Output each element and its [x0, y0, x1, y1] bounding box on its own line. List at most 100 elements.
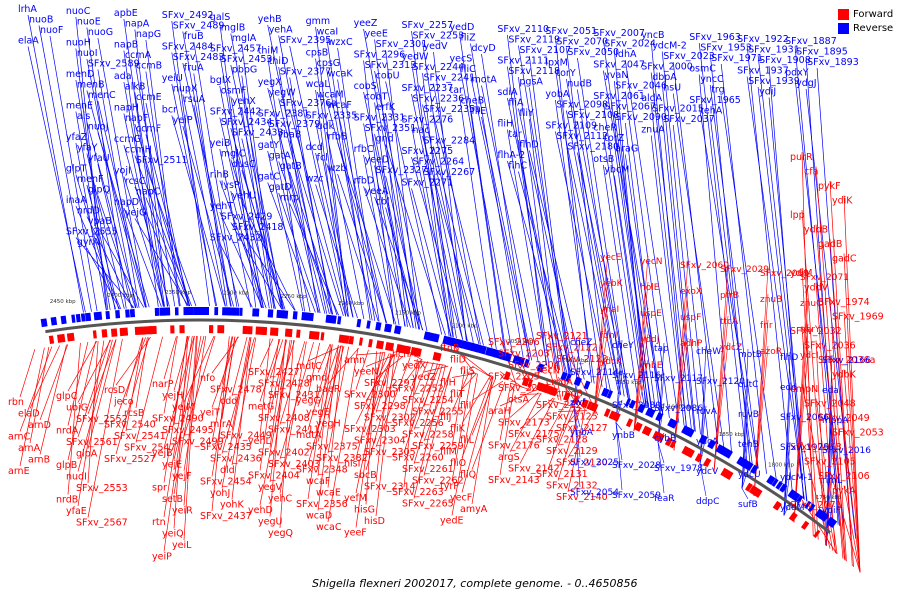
reverse-gene-label: yncC [700, 74, 724, 85]
reverse-gene-label: tar [450, 85, 464, 96]
reverse-gene-label: cpsG [317, 58, 341, 69]
reverse-feature-line [825, 474, 833, 546]
reverse-gene-block [84, 312, 92, 322]
reverse-gene-block [698, 434, 708, 445]
reverse-feature-line [145, 165, 197, 307]
forward-gene-label: cdd [220, 396, 237, 407]
forward-gene-label: yecN [536, 366, 560, 377]
reverse-gene-block [305, 312, 314, 322]
reverse-feature-line [422, 72, 454, 338]
reverse-gene-label: SFxv_2090 [615, 112, 667, 123]
forward-gene-block [586, 401, 593, 410]
reverse-feature-line [661, 114, 695, 432]
forward-feature-line [519, 393, 542, 395]
reverse-feature-line [289, 140, 344, 317]
reverse-feature-line [709, 84, 759, 469]
reverse-feature-line [86, 184, 119, 310]
reverse-feature-line [709, 53, 751, 464]
reverse-gene-label: SFxv_1895 [796, 47, 848, 58]
reverse-gene-block [720, 446, 730, 457]
kbp-tick-label: 1800 kbp [768, 462, 794, 468]
forward-gene-label: SFxv_2261 [402, 464, 454, 475]
reverse-gene-label: lysP [221, 180, 240, 191]
forward-feature-line [355, 349, 369, 390]
forward-gene-label: metG [248, 402, 274, 413]
reverse-gene-block [203, 306, 210, 316]
forward-feature-line [163, 336, 177, 380]
reverse-feature-line [577, 57, 629, 399]
forward-gene-block [720, 467, 728, 477]
reverse-feature-line [97, 100, 147, 308]
forward-feature-line [259, 338, 271, 437]
reverse-gene-label: galS [210, 12, 231, 23]
reverse-gene-block [125, 309, 130, 318]
reverse-gene-label: SFxv_2061 [593, 91, 645, 102]
forward-feature-line [259, 338, 274, 368]
forward-feature-line [375, 353, 391, 482]
forward-gene-label: SFxv_2404 [248, 471, 300, 482]
forward-gene-label: yddB [804, 225, 828, 236]
forward-gene-block [722, 469, 734, 480]
reverse-gene-label: flhD [519, 140, 538, 151]
forward-gene-label: wcaF [306, 476, 330, 487]
reverse-feature-line [363, 123, 400, 326]
forward-gene-label: SFxv_2297 [364, 378, 416, 389]
reverse-gene-block [159, 307, 165, 316]
reverse-feature-line [741, 408, 749, 489]
forward-gene-label: wcaC [316, 522, 342, 533]
kbp-tick-label: 2200 kbp [338, 301, 364, 307]
reverse-gene-label: ydcM-2 [652, 41, 687, 52]
forward-gene-label: fliD [450, 355, 466, 366]
forward-feature-line [269, 339, 287, 448]
forward-gene-block [315, 331, 320, 340]
forward-gene-label: gmd [306, 373, 327, 384]
forward-feature-line [793, 297, 809, 523]
reverse-gene-block [565, 373, 572, 383]
reverse-gene-label: mglC [221, 149, 246, 160]
forward-feature-line [19, 347, 45, 467]
forward-gene-label: SFxv_2127 [556, 423, 608, 434]
forward-gene-label: yejE [162, 460, 182, 471]
reverse-feature-line [289, 171, 338, 316]
reverse-feature-line [374, 102, 406, 327]
reverse-gene-label: yojI [114, 166, 131, 177]
forward-gene-label: yedE [440, 516, 464, 527]
forward-gene-label: glpB [56, 460, 77, 471]
reverse-gene-label: SFxv_2433 [232, 128, 284, 139]
forward-gene-block [694, 453, 703, 463]
forward-feature-line [163, 335, 193, 518]
forward-gene-label: SFxv_2122 [546, 343, 598, 354]
forward-gene-label: wcaD [306, 511, 332, 522]
reverse-feature-line [374, 165, 406, 327]
forward-gene-label: ynaI [600, 305, 619, 315]
reverse-feature-line [657, 442, 665, 494]
reverse-gene-label: mrp [280, 193, 299, 204]
reverse-gene-label: SFxv_2080 [612, 401, 661, 411]
forward-feature-line [519, 398, 555, 464]
reverse-gene-label: edd [780, 383, 797, 393]
reverse-gene-label: SFxv_2007 [593, 28, 645, 39]
forward-feature-line [829, 238, 854, 568]
forward-gene-label: lpp [790, 210, 805, 221]
forward-feature-line [461, 377, 492, 459]
forward-feature-line [451, 372, 477, 378]
reverse-gene-label: lpxM [545, 58, 568, 69]
reverse-feature-line [241, 232, 295, 311]
reverse-gene-label: cobT [365, 92, 388, 103]
reverse-gene-label: SFxv_2047 [593, 60, 645, 71]
forward-feature-line [307, 342, 321, 396]
forward-gene-label: SFxv_2408 [258, 413, 310, 424]
forward-feature-line [269, 339, 286, 517]
reverse-gene-label: wzc [306, 174, 324, 185]
reverse-feature-line [672, 124, 709, 439]
reverse-gene-label: tap [654, 344, 669, 354]
forward-gene-block [255, 326, 264, 335]
reverse-feature-line [86, 153, 125, 309]
reverse-feature-line [470, 74, 530, 360]
forward-feature-line [843, 253, 861, 573]
forward-feature-line [77, 339, 111, 438]
forward-feature-line [843, 369, 861, 573]
forward-gene-block [296, 329, 301, 338]
forward-gene-label: amn [344, 355, 365, 366]
reverse-feature-line [699, 345, 707, 465]
